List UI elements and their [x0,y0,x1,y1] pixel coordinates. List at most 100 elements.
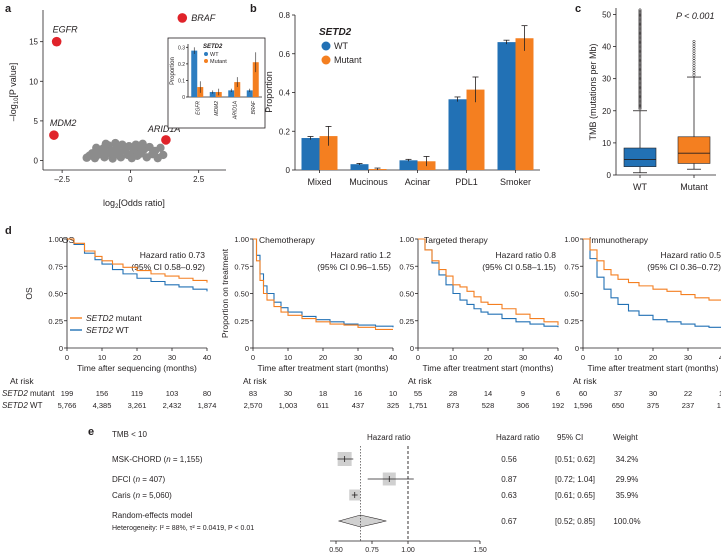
km-y-tick-label: 0.75 [564,262,579,271]
km-at-risk-count: 103 [166,389,179,398]
km-y-tick-label: 0.50 [48,290,63,299]
forest-study-weight: 34.2% [616,455,639,464]
box-outlier [692,61,696,65]
bar [448,99,467,170]
volcano-x-tick-label: –2.5 [54,175,70,184]
panel-label-a: a [5,3,12,15]
km-x-tick-label: 10 [98,353,106,362]
forest-header-effect: Hazard ratio [367,433,411,442]
bar-y-tick-label: 0.4 [279,89,291,98]
kaplan-meier-panels: 0 0.25 0.50 0.75 1.00 0 10 20 30 40 OS Hazard ratio… [2,235,721,410]
inset-y-tick-label: 0.2 [178,62,185,68]
bar-legend-mutant-marker [321,55,331,65]
volcano-y-tick-label: 15 [29,38,38,47]
inset-bar [234,82,241,97]
bar [319,136,338,170]
bar-x-tick-label: Mucinous [349,177,388,187]
km-at-risk-count: 37 [614,389,622,398]
km-at-risk-count: 14 [484,389,492,398]
bar [515,38,534,170]
forest-study-hr: 0.87 [501,475,517,484]
forest-plot: TMB < 10 Hazard ratio Hazard ratio 95% C… [112,430,641,554]
bar-y-tick-label: 0.2 [279,127,291,136]
km-panel-title: Chemotherapy [259,235,316,245]
km-at-risk-count: 80 [203,389,211,398]
km-at-risk-count: 1,003 [279,401,298,410]
km-hazard-ratio: Hazard ratio 0.8 [496,250,557,260]
bar [399,160,418,170]
km-y-label: OS [24,287,34,300]
km-x-tick-label: 10 [284,353,292,362]
volcano-point [158,150,168,160]
km-x-tick-label: 10 [614,353,622,362]
km-y-tick-label: 0.25 [564,317,579,326]
km-hazard-ratio: Hazard ratio 0.73 [140,250,205,260]
volcano-point [116,153,126,162]
forest-study-label: Caris (n = 5,060) [112,491,172,500]
volcano-x-tick-label: 0 [128,175,133,184]
km-y-tick-label: 0 [59,344,63,353]
inset-bar [191,50,198,97]
km-at-risk-count: 237 [682,401,695,410]
volcano-point-label: BRAF [191,13,216,23]
km-y-tick-label: 0.50 [564,290,579,299]
bar-y-tick-label: 0 [286,166,291,175]
volcano-point [138,139,147,149]
km-hazard-ratio: Hazard ratio 0.5 [661,250,721,260]
km-x-tick-label: 10 [449,353,457,362]
km-at-risk-count: 5,766 [58,401,77,410]
km-y-tick-label: 1.00 [564,235,579,244]
bar [497,42,516,170]
km-y-tick-label: 0.75 [234,262,249,271]
km-at-risk-count: 3,261 [128,401,147,410]
bar-legend-title: SETD2 [319,27,352,38]
box-p-value: P < 0.001 [676,11,714,21]
volcano-point [111,138,120,148]
forest-study-weight: 29.9% [616,475,639,484]
volcano-y-label: –log10[P value] [8,63,20,122]
forest-study-ci-text: [0.61; 0.65] [555,491,595,500]
km-y-tick-label: 1.00 [234,235,249,244]
panel-label-e: e [88,426,94,438]
km-at-risk-count: 375 [647,401,660,410]
km-at-risk-count: 18 [319,389,327,398]
box-y-tick-label: 10 [602,139,611,148]
km-y-tick-label: 0.25 [234,317,249,326]
volcano-y-tick-label: 5 [34,117,39,126]
km-x-tick-label: 0 [581,353,585,362]
forest-study-weight: 35.9% [616,491,639,500]
km-at-risk-count: 306 [517,401,530,410]
km-x-tick-label: 30 [519,353,527,362]
km-x-tick-label: 30 [168,353,176,362]
inset-x-tick-label: ARID1A [232,100,238,120]
bar-x-tick-label: Acinar [405,177,431,187]
inset-x-tick-label: MDM2 [214,101,220,116]
km-at-risk-count: 119 [131,389,143,398]
km-at-risk-count: 873 [447,401,460,410]
km-at-risk-count: 1,874 [198,401,217,410]
bar-y-tick-label: 0.8 [279,11,291,20]
box-outlier [638,8,642,12]
inset-bar [228,90,235,97]
km-at-risk-count: 2,570 [244,401,263,410]
km-at-risk-count: 2,432 [163,401,182,410]
km-x-tick-label: 30 [684,353,692,362]
km-legend-mutant-label: SETD2 mutant [86,313,142,323]
km-curve-mutant [583,238,721,301]
forest-header-hr: Hazard ratio [496,433,540,442]
box-y-tick-label: 30 [602,75,611,84]
volcano-x-label: log2[Odds ratio] [103,198,165,210]
km-at-risk-count: 650 [612,401,625,410]
box-y-tick-label: 0 [607,171,612,180]
km-y-tick-label: 0.75 [399,262,414,271]
forest-study-ci-text: [0.51; 0.62] [555,455,595,464]
volcano-highlight-point [161,135,171,145]
bar-x-tick-label: Smoker [500,177,531,187]
inset-y-label: Proportion [170,57,176,85]
volcano-highlight-point [51,36,62,47]
box-outlier [692,71,696,75]
km-y-tick-label: 0.25 [399,317,414,326]
km-at-risk-count: 528 [482,401,495,410]
inset-legend-wt-marker [204,52,208,56]
forest-header-weight: Weight [613,433,639,442]
